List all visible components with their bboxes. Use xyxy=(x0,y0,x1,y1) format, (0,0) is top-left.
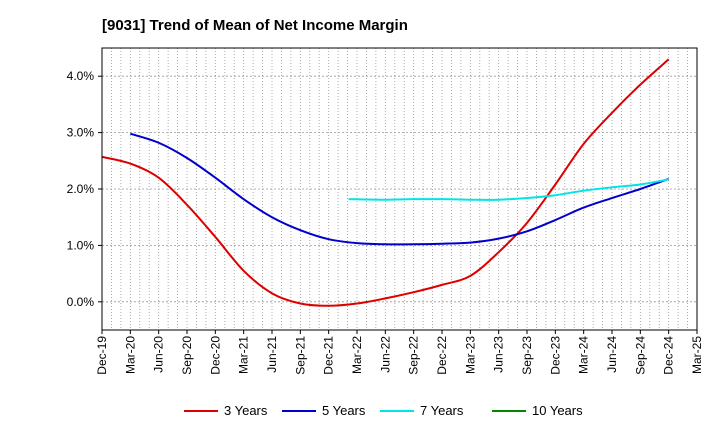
x-tick-label: Dec-24 xyxy=(662,336,676,375)
plot-frame xyxy=(101,47,698,331)
x-tick-label: Dec-20 xyxy=(208,336,222,375)
x-tick-label: Sep-23 xyxy=(520,336,534,375)
x-tick-label: Mar-25 xyxy=(690,336,704,374)
y-axis: 0.0% 1.0% 2.0% 3.0% 4.0% xyxy=(67,69,102,309)
x-tick-label: Jun-22 xyxy=(378,336,392,373)
x-tick-label: Dec-19 xyxy=(95,336,109,375)
series-line-7-years xyxy=(348,178,669,201)
x-tick-label: Mar-24 xyxy=(577,336,591,374)
y-tick-label: 3.0% xyxy=(67,126,95,140)
x-axis: Dec-19 Mar-20 Jun-20 Sep-20 Dec-20 Mar-21 Jun-… xyxy=(95,330,704,375)
x-tick-label: Dec-21 xyxy=(322,336,336,375)
x-tick-label: Sep-22 xyxy=(407,336,421,375)
x-tick-label: Sep-24 xyxy=(633,336,647,375)
series-line-3-years xyxy=(101,58,670,307)
x-tick-label: Sep-21 xyxy=(293,336,307,375)
legend-label-5-years: 5 Years xyxy=(322,403,366,418)
chart-title: [9031] Trend of Mean of Net Income Margi… xyxy=(102,17,408,34)
x-tick-label: Jun-21 xyxy=(265,336,279,373)
legend-label-7-years: 7 Years xyxy=(420,403,464,418)
y-tick-label: 4.0% xyxy=(67,69,95,83)
y-tick-label: 1.0% xyxy=(67,238,95,252)
x-tick-label: Mar-22 xyxy=(350,336,364,374)
legend: 3 Years 5 Years 7 Years 10 Years xyxy=(184,403,583,418)
x-tick-label: Dec-23 xyxy=(548,336,562,375)
x-tick-label: Dec-22 xyxy=(435,336,449,375)
x-tick-label: Jun-23 xyxy=(492,336,506,373)
x-tick-label: Sep-20 xyxy=(180,336,194,375)
x-tick-label: Jun-20 xyxy=(152,336,166,373)
series-line-5-years xyxy=(130,132,670,246)
y-tick-label: 0.0% xyxy=(67,295,95,309)
series-lines xyxy=(101,58,670,307)
x-tick-label: Mar-20 xyxy=(123,336,137,374)
legend-label-10-years: 10 Years xyxy=(532,403,583,418)
x-tick-label: Mar-23 xyxy=(463,336,477,374)
x-tick-label: Mar-21 xyxy=(237,336,251,374)
y-tick-label: 2.0% xyxy=(67,182,95,196)
x-tick-label: Jun-24 xyxy=(605,336,619,373)
legend-label-3-years: 3 Years xyxy=(224,403,268,418)
